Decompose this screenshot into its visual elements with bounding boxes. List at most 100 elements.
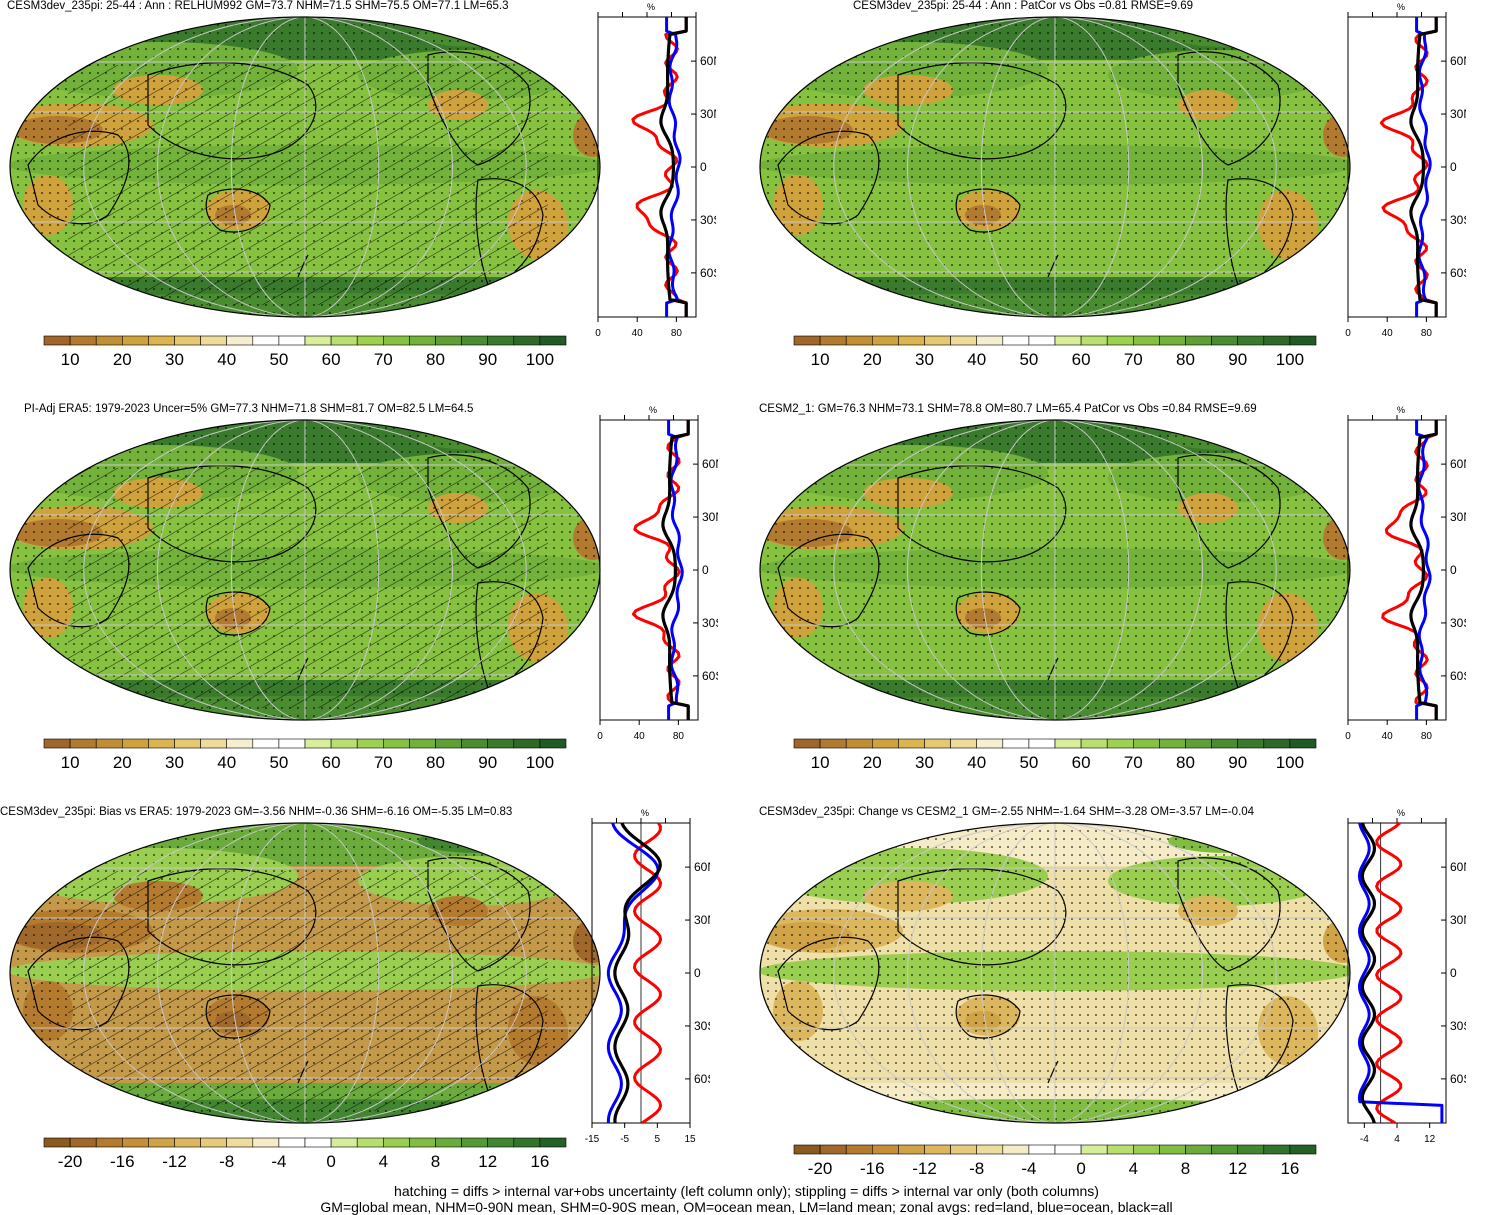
zonal-x-tick-label: 0 [1345, 328, 1351, 339]
colorbar-swatch [1159, 1144, 1186, 1155]
colorbar-tick-label: 60 [322, 753, 341, 772]
zonal-unit-label: % [1397, 2, 1405, 12]
colorbar-swatch [122, 335, 149, 346]
colorbar-swatch [69, 738, 97, 749]
zonal-series-all [613, 822, 662, 1124]
colorbar-swatch [1080, 1144, 1108, 1155]
zonal-lat-tick-label: 60S [1450, 1072, 1466, 1086]
colorbar-swatch [1132, 1144, 1160, 1155]
colorbar-swatch [1028, 1144, 1056, 1155]
colorbar-tick-label: 40 [967, 753, 986, 772]
zonal-lat-tick-label: 60N [1450, 54, 1466, 68]
colorbar-tick-label: 90 [478, 753, 497, 772]
colorbar-swatch [1054, 738, 1082, 749]
colorbar-swatch [226, 738, 254, 749]
colorbar-tick-label: 0 [326, 1152, 335, 1171]
zonal-series-land [1379, 17, 1438, 317]
colorbar-swatch [148, 1137, 175, 1148]
zonal-lat-tick-label: 60N [1450, 860, 1466, 874]
zonal-series-ocean [1357, 822, 1444, 1123]
colorbar-tick-label: 12 [1228, 1159, 1247, 1178]
colorbar-swatch [1106, 1144, 1134, 1155]
colorbar-tick-label: 16 [1280, 1159, 1299, 1178]
colorbar-swatch [487, 1137, 515, 1148]
colorbar-swatch [95, 335, 123, 346]
colorbar-swatch [356, 738, 384, 749]
colorbar-tick-label: 100 [1276, 350, 1304, 369]
colorbar-swatch [1106, 335, 1134, 346]
zonal-x-tick-label: 40 [632, 328, 644, 339]
zonal-plot-4: % 60N 30N 0 30S 60S 0 40 80 [1345, 405, 1466, 742]
zonal-unit-label: % [649, 405, 657, 415]
colorbar-swatch [1237, 738, 1265, 749]
colorbar-swatch [1211, 1144, 1239, 1155]
zonal-series-ocean [1415, 17, 1432, 317]
colorbar-swatch [1054, 1144, 1082, 1155]
colorbar-swatch [1028, 335, 1056, 346]
colorbar-swatch [330, 1137, 358, 1148]
colorbar-swatch [1289, 335, 1317, 346]
colorbar-swatch [1159, 738, 1186, 749]
colorbar-swatch [1002, 1144, 1030, 1155]
zonal-lat-tick-label: 0 [1450, 563, 1457, 577]
zonal-lat-tick-label: 30N [700, 107, 716, 121]
colorbar-tick-label: -12 [162, 1152, 187, 1171]
colorbar-swatch [793, 335, 821, 346]
colorbar-swatch [872, 335, 899, 346]
colorbar-tick-label: 90 [478, 350, 497, 369]
colorbar-tick-label: 80 [1176, 350, 1195, 369]
colorbar-swatch [356, 1137, 384, 1148]
colorbar-swatch [1106, 738, 1134, 749]
colorbar-swatch [1263, 738, 1291, 749]
colorbar-tick-label: 20 [113, 753, 132, 772]
zonal-x-tick-label: 0 [597, 731, 603, 742]
map-panel-1 [9, 16, 601, 318]
colorbar-swatch [382, 1137, 410, 1148]
colorbar-swatch [148, 335, 175, 346]
colorbar-swatch [1028, 738, 1056, 749]
colorbar-swatch [95, 738, 123, 749]
zonal-x-tick-label: 12 [1424, 1134, 1436, 1145]
colorbar-swatch [43, 738, 71, 749]
zonal-x-tick-label: 0 [1345, 731, 1351, 742]
zonal-x-tick-label: 4 [1394, 1134, 1400, 1145]
footer-note-1: hatching = diffs > internal var+obs unce… [394, 1183, 1099, 1199]
colorbar-tick-label: 12 [478, 1152, 497, 1171]
colorbar-tick-label: 60 [1072, 753, 1091, 772]
zonal-x-tick-label: 15 [684, 1134, 696, 1145]
colorbar-swatch [43, 1137, 71, 1148]
colorbar-swatch [461, 738, 489, 749]
zonal-series-ocean [667, 420, 684, 720]
zonal-lat-tick-label: 0 [694, 966, 701, 980]
zonal-lat-tick-label: 30N [1450, 510, 1466, 524]
colorbar-tick-label: 70 [1124, 350, 1143, 369]
colorbar-swatch [539, 1137, 567, 1148]
zonal-lat-tick-label: 0 [702, 563, 709, 577]
colorbar-tick-label: 70 [1124, 753, 1143, 772]
colorbar-swatch [793, 738, 821, 749]
colorbar-tick-label: 40 [217, 350, 236, 369]
colorbar-tick-label: 100 [526, 753, 554, 772]
zonal-plot-6: % 60N 30N 0 30S 60S -4 4 12 [1347, 808, 1466, 1145]
colorbar-swatch [304, 738, 332, 749]
zonal-lat-tick-label: 30S [702, 616, 718, 630]
colorbar-swatch [976, 738, 1004, 749]
zonal-series-land [631, 420, 690, 720]
colorbar-swatch [174, 1137, 201, 1148]
colorbar-swatch [898, 1144, 925, 1155]
colorbar-swatch [1289, 738, 1317, 749]
colorbar-tick-label: 80 [1176, 753, 1195, 772]
colorbar-swatch [845, 335, 873, 346]
colorbar-swatch [435, 335, 462, 346]
colorbar-tick-label: -8 [219, 1152, 234, 1171]
colorbar-tick-label: 40 [217, 753, 236, 772]
zonal-lat-tick-label: 30S [1450, 616, 1466, 630]
colorbar-swatch [409, 738, 436, 749]
zonal-unit-label: % [641, 808, 649, 818]
colorbar-tick-label: 70 [374, 753, 393, 772]
colorbar-swatch [819, 738, 847, 749]
zonal-lat-tick-label: 30S [1450, 1019, 1466, 1033]
colorbar-swatch [1159, 335, 1186, 346]
colorbar-tick-label: 10 [811, 753, 830, 772]
map-panel-6 [759, 822, 1351, 1124]
